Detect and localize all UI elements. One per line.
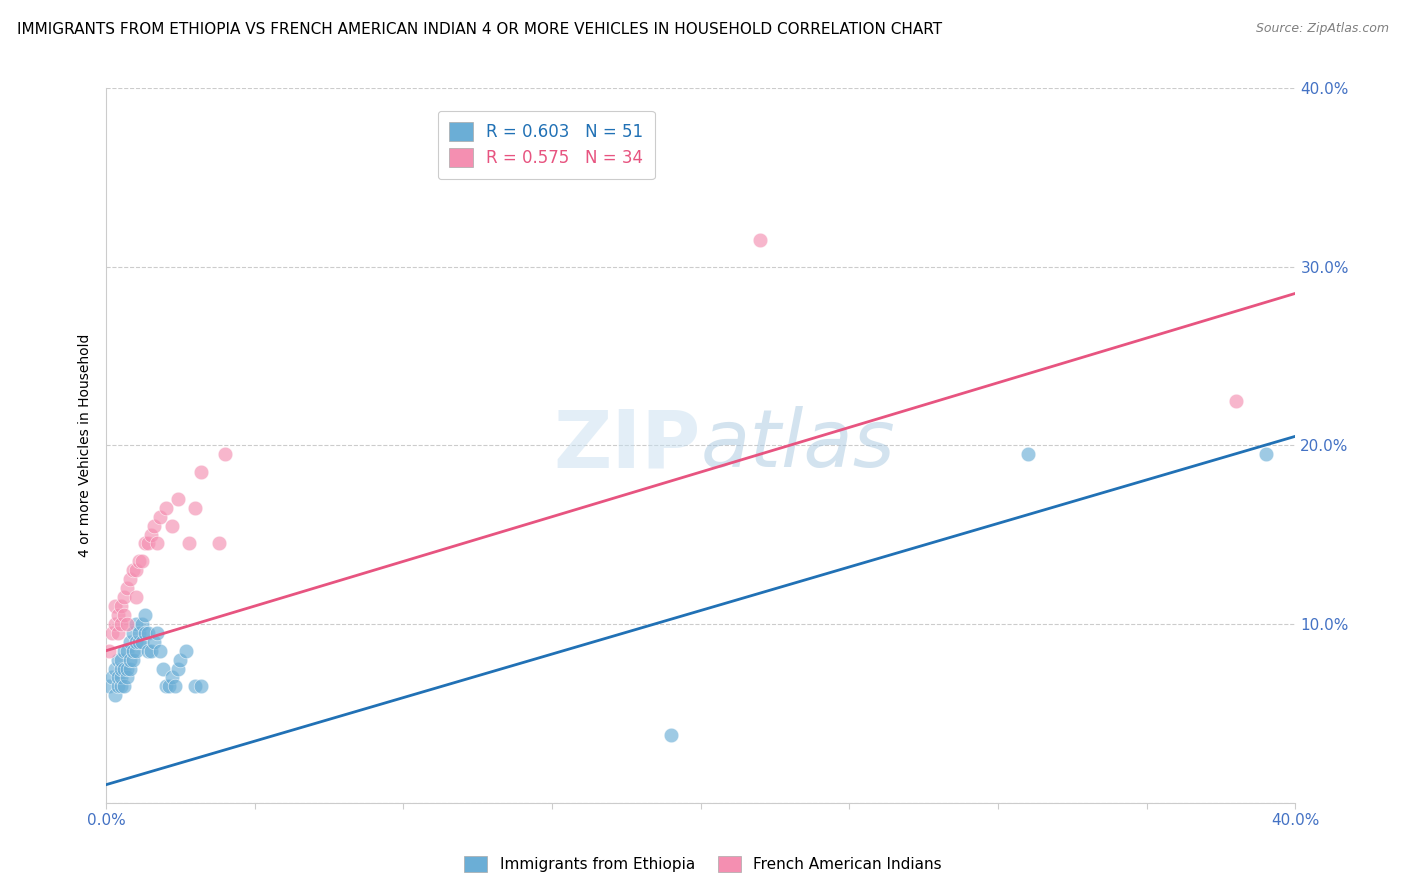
Point <box>142 634 165 648</box>
Point <box>190 465 212 479</box>
Point <box>101 625 124 640</box>
Point <box>166 491 188 506</box>
Point <box>125 634 148 648</box>
Point <box>1254 447 1277 461</box>
Point <box>112 661 135 675</box>
Point <box>115 670 138 684</box>
Point <box>118 634 141 648</box>
Legend: R = 0.603   N = 51, R = 0.575   N = 34: R = 0.603 N = 51, R = 0.575 N = 34 <box>437 111 655 179</box>
Point <box>110 616 132 631</box>
Point <box>131 554 153 568</box>
Point <box>145 536 167 550</box>
Point <box>136 536 159 550</box>
Point <box>179 536 201 550</box>
Point <box>110 599 132 613</box>
Point <box>125 563 148 577</box>
Point <box>110 661 132 675</box>
Point <box>184 500 207 515</box>
Point <box>139 527 162 541</box>
Point <box>125 590 148 604</box>
Point <box>749 233 772 247</box>
Point <box>101 670 124 684</box>
Point <box>1225 393 1247 408</box>
Point <box>128 634 150 648</box>
Point <box>98 643 121 657</box>
Point <box>184 680 207 694</box>
Point <box>110 652 132 666</box>
Text: IMMIGRANTS FROM ETHIOPIA VS FRENCH AMERICAN INDIAN 4 OR MORE VEHICLES IN HOUSEHO: IMMIGRANTS FROM ETHIOPIA VS FRENCH AMERI… <box>17 22 942 37</box>
Point <box>107 670 129 684</box>
Point <box>166 661 188 675</box>
Point <box>131 634 153 648</box>
Point <box>136 643 159 657</box>
Point <box>112 607 135 622</box>
Text: Source: ZipAtlas.com: Source: ZipAtlas.com <box>1256 22 1389 36</box>
Text: atlas: atlas <box>700 406 896 484</box>
Point <box>157 680 180 694</box>
Point <box>118 652 141 666</box>
Point <box>112 590 135 604</box>
Point <box>115 581 138 595</box>
Point <box>208 536 231 550</box>
Point <box>110 670 132 684</box>
Point <box>134 625 156 640</box>
Point <box>104 599 127 613</box>
Point <box>107 607 129 622</box>
Point <box>152 661 174 675</box>
Point <box>112 680 135 694</box>
Point <box>160 670 183 684</box>
Point <box>104 661 127 675</box>
Point <box>176 643 198 657</box>
Point <box>98 680 121 694</box>
Point <box>112 643 135 657</box>
Text: ZIP: ZIP <box>554 406 700 484</box>
Point <box>659 728 682 742</box>
Point <box>125 616 148 631</box>
Point <box>136 625 159 640</box>
Point <box>122 643 145 657</box>
Point <box>160 518 183 533</box>
Point <box>1017 447 1039 461</box>
Point <box>118 661 141 675</box>
Point <box>122 652 145 666</box>
Point <box>115 661 138 675</box>
Point <box>139 643 162 657</box>
Point <box>128 554 150 568</box>
Point <box>125 643 148 657</box>
Point <box>115 643 138 657</box>
Point <box>122 563 145 577</box>
Point <box>107 625 129 640</box>
Point <box>110 680 132 694</box>
Point <box>107 652 129 666</box>
Point <box>104 689 127 703</box>
Point <box>128 625 150 640</box>
Point <box>104 616 127 631</box>
Point <box>122 625 145 640</box>
Point <box>134 607 156 622</box>
Point <box>155 500 177 515</box>
Point <box>163 680 186 694</box>
Point <box>149 509 172 524</box>
Point <box>149 643 172 657</box>
Point <box>169 652 191 666</box>
Point <box>142 518 165 533</box>
Legend: Immigrants from Ethiopia, French American Indians: Immigrants from Ethiopia, French America… <box>457 848 949 880</box>
Point <box>107 680 129 694</box>
Point <box>131 616 153 631</box>
Point <box>145 625 167 640</box>
Point <box>115 616 138 631</box>
Point <box>155 680 177 694</box>
Y-axis label: 4 or more Vehicles in Household: 4 or more Vehicles in Household <box>79 334 93 557</box>
Point <box>190 680 212 694</box>
Point <box>118 572 141 586</box>
Point <box>134 536 156 550</box>
Point <box>214 447 236 461</box>
